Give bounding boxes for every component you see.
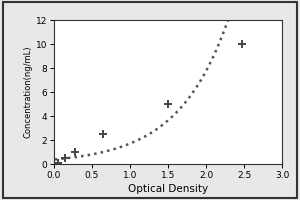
X-axis label: Optical Density: Optical Density	[128, 184, 208, 194]
Y-axis label: Concentration(ng/mL): Concentration(ng/mL)	[24, 46, 33, 138]
